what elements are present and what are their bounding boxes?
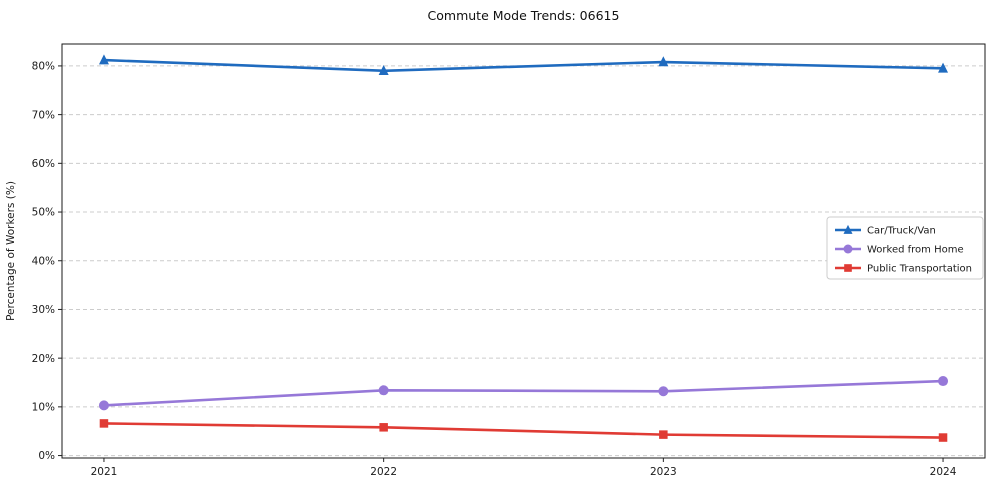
x-tick-label: 2024 xyxy=(930,466,957,478)
series-line-0 xyxy=(103,58,944,73)
y-tick-label: 10% xyxy=(32,402,55,414)
y-tick-label: 0% xyxy=(38,450,55,462)
legend-marker xyxy=(843,224,853,234)
legend-label: Car/Truck/Van xyxy=(867,226,936,237)
series-marker xyxy=(938,376,949,387)
series-marker xyxy=(379,423,388,432)
legend-box xyxy=(826,216,984,280)
series-marker xyxy=(98,400,109,411)
plot-border xyxy=(61,43,986,459)
legend: Car/Truck/Van Worked from Home Public Tran… xyxy=(826,216,984,280)
y-tick-label: 50% xyxy=(32,207,55,219)
series-marker xyxy=(659,430,668,439)
chart-title: Commute Mode Trends: 06615 xyxy=(427,8,620,23)
series-marker xyxy=(99,419,109,428)
series-marker xyxy=(378,65,389,76)
legend-marker xyxy=(844,264,852,272)
y-tick-label: 20% xyxy=(32,353,55,365)
series-marker xyxy=(98,54,109,65)
y-tick-label: 40% xyxy=(32,255,55,267)
legend-marker xyxy=(843,244,853,254)
legend-label: Public Transportation xyxy=(867,264,972,275)
series-marker xyxy=(658,56,669,67)
series-marker xyxy=(938,62,949,73)
series-line-2 xyxy=(103,422,944,439)
x-tick-label: 2022 xyxy=(370,466,397,478)
y-tick-label: 80% xyxy=(32,61,55,73)
x-tick-label: 2021 xyxy=(91,466,118,478)
series-marker xyxy=(378,385,389,396)
y-tick-label: 70% xyxy=(32,109,55,121)
legend-label: Worked from Home xyxy=(867,245,964,256)
y-tick-label: 30% xyxy=(32,304,55,316)
series-marker xyxy=(938,433,948,442)
y-tick-label: 60% xyxy=(32,158,55,170)
y-axis-label: Percentage of Workers (%) xyxy=(5,181,17,321)
series-marker xyxy=(658,386,669,397)
series-line-1 xyxy=(103,379,944,407)
x-tick-label: 2023 xyxy=(650,466,677,478)
